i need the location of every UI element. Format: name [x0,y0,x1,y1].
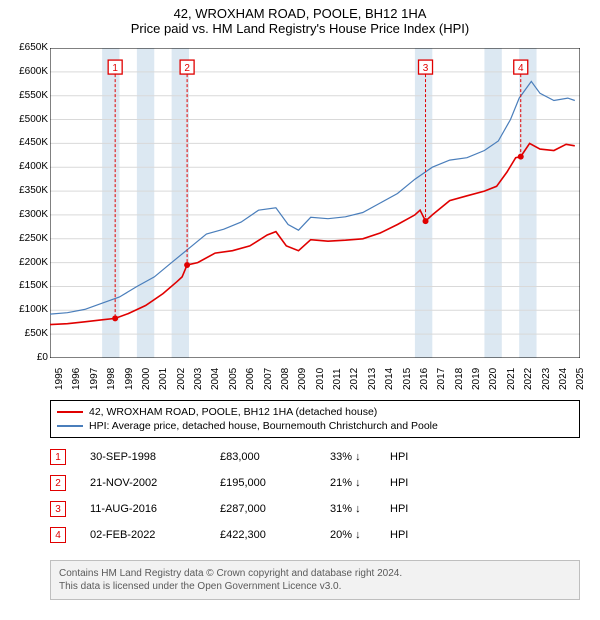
transaction-date: 11-AUG-2016 [90,503,220,515]
svg-text:3: 3 [423,63,429,74]
footer-line-1: Contains HM Land Registry data © Crown c… [59,567,571,580]
transactions-table: 130-SEP-1998£83,00033% ↓HPI221-NOV-2002£… [50,444,580,548]
x-tick-label: 2009 [297,368,308,390]
y-tick-label: £150K [6,280,48,291]
transaction-rel: HPI [390,503,408,515]
x-tick-label: 2014 [384,368,395,390]
x-tick-label: 2019 [471,368,482,390]
attribution-footer: Contains HM Land Registry data © Crown c… [50,560,580,600]
svg-text:4: 4 [518,63,524,74]
x-tick-label: 2024 [558,368,569,390]
transaction-rel: HPI [390,477,408,489]
x-tick-label: 1997 [89,368,100,390]
legend-swatch-hpi [57,425,83,427]
transaction-date: 21-NOV-2002 [90,477,220,489]
transaction-row: 1 30-SEP-1998£83,00033% ↓HPI [50,444,580,470]
transaction-marker: 2 [50,475,66,491]
x-tick-label: 2011 [332,368,343,390]
x-tick-label: 2000 [141,368,152,390]
transaction-marker: 3 [50,501,66,517]
transaction-price: £422,300 [220,529,330,541]
legend-label-hpi: HPI: Average price, detached house, Bour… [89,420,438,432]
x-tick-label: 2020 [488,368,499,390]
transaction-price: £287,000 [220,503,330,515]
x-tick-label: 2010 [315,368,326,390]
transaction-date: 02-FEB-2022 [90,529,220,541]
transaction-rel: HPI [390,451,408,463]
y-tick-label: £500K [6,114,48,125]
x-tick-label: 2015 [402,368,413,390]
x-tick-label: 2003 [193,368,204,390]
x-tick-label: 2006 [245,368,256,390]
transaction-rel: HPI [390,529,408,541]
x-tick-label: 1996 [71,368,82,390]
y-tick-label: £300K [6,209,48,220]
x-tick-label: 2001 [158,368,169,390]
line-chart: 1 2 3 4 [50,48,580,358]
legend-label-price: 42, WROXHAM ROAD, POOLE, BH12 1HA (detac… [89,406,377,418]
x-tick-label: 2013 [367,368,378,390]
y-tick-label: £650K [6,42,48,53]
title-line-1: 42, WROXHAM ROAD, POOLE, BH12 1HA [0,6,600,21]
y-tick-label: £450K [6,137,48,148]
x-tick-label: 2021 [506,368,517,390]
y-tick-label: £350K [6,185,48,196]
transaction-marker: 1 [50,449,66,465]
y-tick-label: £100K [6,304,48,315]
legend-swatch-price [57,411,83,413]
x-tick-label: 2005 [228,368,239,390]
chart-area: 1 2 3 4 [50,48,580,358]
svg-text:2: 2 [184,63,190,74]
title-line-2: Price paid vs. HM Land Registry's House … [0,21,600,36]
transaction-row: 2 21-NOV-2002£195,00021% ↓HPI [50,470,580,496]
chart-title-block: 42, WROXHAM ROAD, POOLE, BH12 1HA Price … [0,0,600,36]
x-tick-label: 2016 [419,368,430,390]
x-tick-label: 2018 [454,368,465,390]
transaction-pct: 21% ↓ [330,477,390,489]
x-tick-label: 1995 [54,368,65,390]
y-tick-label: £400K [6,161,48,172]
transaction-pct: 31% ↓ [330,503,390,515]
y-tick-label: £50K [6,328,48,339]
footer-line-2: This data is licensed under the Open Gov… [59,580,571,593]
y-tick-label: £600K [6,66,48,77]
transaction-price: £83,000 [220,451,330,463]
svg-text:1: 1 [112,63,118,74]
x-tick-label: 2017 [436,368,447,390]
transaction-date: 30-SEP-1998 [90,451,220,463]
transaction-row: 3 11-AUG-2016£287,00031% ↓HPI [50,496,580,522]
transaction-row: 4 02-FEB-2022£422,30020% ↓HPI [50,522,580,548]
x-tick-label: 2007 [263,368,274,390]
transaction-marker: 4 [50,527,66,543]
transaction-pct: 33% ↓ [330,451,390,463]
x-tick-label: 1998 [106,368,117,390]
legend-item-1: 42, WROXHAM ROAD, POOLE, BH12 1HA (detac… [57,405,573,419]
y-tick-label: £200K [6,257,48,268]
x-tick-label: 2025 [575,368,586,390]
x-tick-label: 2012 [349,368,360,390]
x-tick-label: 2023 [541,368,552,390]
y-tick-label: £250K [6,233,48,244]
y-tick-label: £550K [6,90,48,101]
x-tick-label: 2022 [523,368,534,390]
y-tick-label: £0 [6,352,48,363]
transaction-price: £195,000 [220,477,330,489]
x-tick-label: 2002 [176,368,187,390]
x-tick-label: 1999 [124,368,135,390]
transaction-pct: 20% ↓ [330,529,390,541]
legend: 42, WROXHAM ROAD, POOLE, BH12 1HA (detac… [50,400,580,438]
legend-item-2: HPI: Average price, detached house, Bour… [57,419,573,433]
x-tick-label: 2008 [280,368,291,390]
x-tick-label: 2004 [210,368,221,390]
